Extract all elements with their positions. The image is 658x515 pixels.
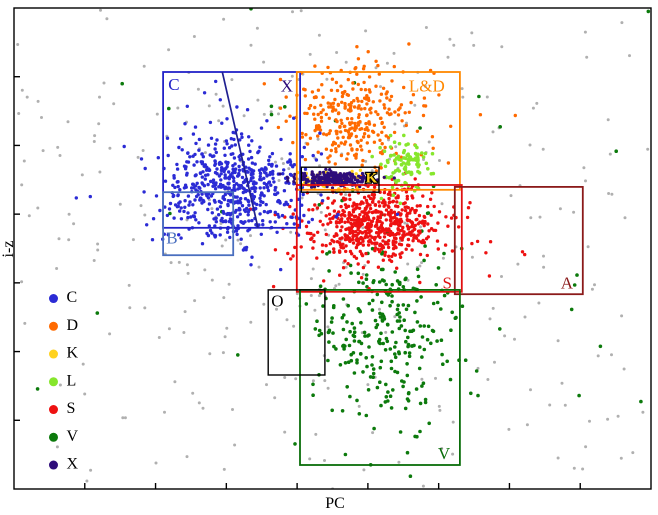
x-axis-label: PC — [325, 495, 345, 512]
region-boxes — [162, 71, 584, 466]
legend-item-C: C — [48, 289, 77, 306]
region-labels: C B X L&D K S A O V — [166, 75, 574, 463]
region-box-O — [267, 289, 326, 376]
legend-label-X: X — [66, 456, 78, 473]
series-background-points — [16, 8, 650, 489]
region-label-C: C — [168, 75, 179, 94]
legend-label-K: K — [66, 345, 78, 362]
region-label-L&D: L&D — [409, 77, 445, 96]
series-L-points — [370, 133, 436, 206]
legend-marker-C — [48, 294, 58, 304]
region-box-A — [453, 185, 584, 296]
region-box-V — [299, 288, 461, 466]
legend-item-X: X — [48, 456, 78, 473]
legend-marker-V — [48, 432, 58, 442]
legend-label-D: D — [66, 317, 78, 334]
legend-item-S: S — [48, 400, 75, 417]
legend-item-D: D — [48, 317, 78, 334]
axes-frame — [13, 7, 652, 490]
legend-label-L: L — [66, 372, 76, 389]
legend-marker-D — [48, 321, 58, 331]
region-label-B: B — [166, 229, 177, 248]
legend-item-L: L — [48, 372, 76, 389]
region-label-X: X — [281, 77, 293, 96]
region-box-B — [162, 191, 235, 257]
region-label-S: S — [442, 274, 451, 293]
region-label-V: V — [438, 444, 451, 463]
series-V-points — [35, 8, 651, 479]
legend-marker-L — [48, 377, 58, 387]
series-C-points — [74, 79, 400, 272]
legend-marker-S — [48, 405, 58, 415]
divider-line — [221, 71, 259, 229]
region-box-C — [162, 71, 302, 229]
legend-item-V: V — [48, 428, 78, 445]
scatter-points — [16, 8, 651, 489]
legend-label-V: V — [66, 428, 78, 445]
region-label-A: A — [561, 274, 574, 293]
legend-label-S: S — [66, 400, 75, 417]
legend-marker-K — [48, 349, 58, 359]
y-axis-label: i-z — [0, 240, 17, 258]
region-box-K — [300, 166, 380, 193]
legend-label-C: C — [66, 289, 77, 306]
region-label-O: O — [271, 291, 283, 310]
legend-item-K: K — [48, 345, 78, 362]
legend-marker-X — [48, 460, 58, 470]
region-label-K: K — [366, 171, 378, 187]
